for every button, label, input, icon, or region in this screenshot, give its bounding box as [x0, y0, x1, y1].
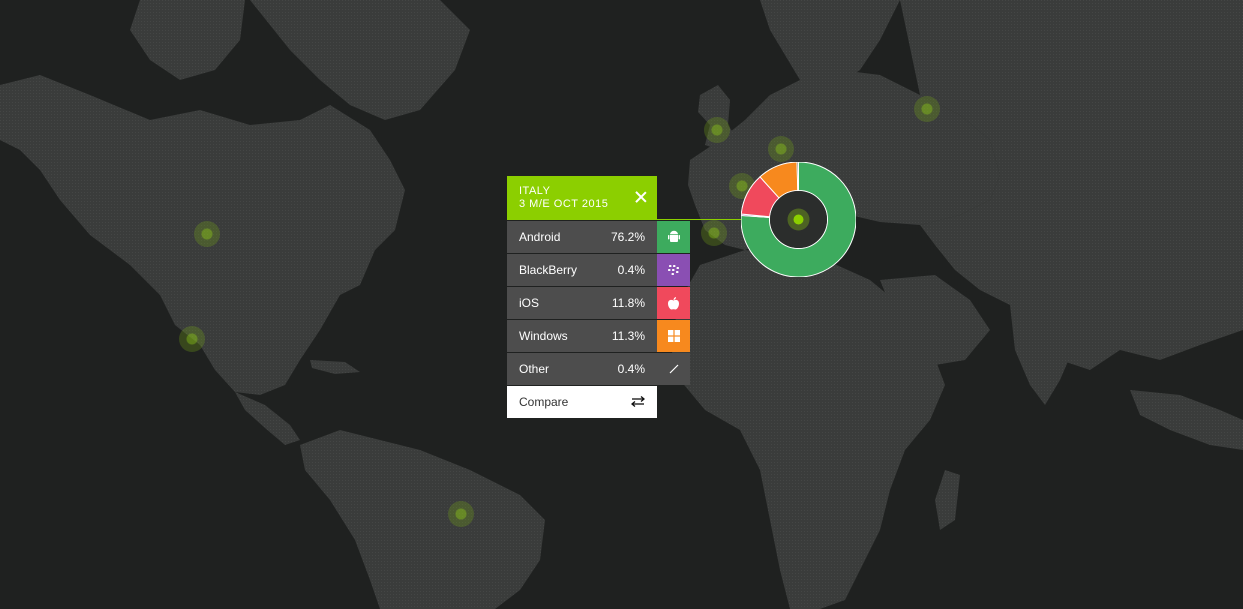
os-row-ios[interactable]: iOS 11.8% [507, 287, 690, 319]
windows-icon [657, 320, 690, 352]
country-marker[interactable] [179, 326, 205, 352]
os-row-cell[interactable]: Other 0.4% [507, 353, 657, 385]
os-label: Other [519, 362, 550, 376]
android-icon [657, 221, 690, 253]
donut-slice-other [796, 162, 799, 192]
scandinavia-land [760, 0, 900, 90]
os-row-cell[interactable]: Windows 11.3% [507, 320, 657, 352]
country-info-panel: ITALY 3 M/E OCT 2015 Android 76.2% Black… [507, 176, 690, 418]
country-marker[interactable] [448, 501, 474, 527]
os-label: Android [519, 230, 561, 244]
os-row-android[interactable]: Android 76.2% [507, 221, 690, 253]
os-row-cell[interactable]: Android 76.2% [507, 221, 657, 253]
compare-button[interactable]: Compare [507, 386, 657, 418]
country-marker[interactable] [701, 220, 727, 246]
caribbean-islands-land [310, 360, 360, 374]
selected-country-marker[interactable] [793, 214, 804, 225]
country-marker[interactable] [194, 221, 220, 247]
os-share-value: 11.8% [611, 296, 645, 310]
south-america-land [300, 430, 545, 609]
market-share-donut [741, 162, 856, 277]
connector-line [657, 219, 798, 220]
africa-land [670, 250, 945, 609]
os-share-value: 76.2% [610, 230, 645, 244]
os-row-other[interactable]: Other 0.4% [507, 353, 690, 385]
country-marker[interactable] [768, 136, 794, 162]
apple-icon [657, 287, 690, 319]
os-row-cell[interactable]: BlackBerry 0.4% [507, 254, 657, 286]
compare-label: Compare [519, 395, 569, 409]
arctic-islands-land [130, 0, 245, 80]
country-marker[interactable] [704, 117, 730, 143]
os-row-cell[interactable]: iOS 11.8% [507, 287, 657, 319]
swap-arrows-icon [630, 394, 646, 410]
period-label: 3 M/E OCT 2015 [519, 198, 609, 210]
panel-header: ITALY 3 M/E OCT 2015 [507, 176, 657, 220]
os-row-blackberry[interactable]: BlackBerry 0.4% [507, 254, 690, 286]
greenland-land [250, 0, 470, 120]
os-share-value: 0.4% [617, 362, 645, 376]
os-label: BlackBerry [519, 263, 578, 277]
os-label: Windows [519, 329, 568, 343]
os-label: iOS [519, 296, 540, 310]
os-row-windows[interactable]: Windows 11.3% [507, 320, 690, 352]
southeast-asia-islands-land [1130, 390, 1243, 450]
central-america-land [235, 392, 300, 445]
os-share-value: 11.3% [611, 329, 645, 343]
country-marker[interactable] [914, 96, 940, 122]
donut-slice-android [741, 162, 856, 277]
india-land [1010, 305, 1075, 405]
other-icon [657, 353, 690, 385]
close-icon[interactable] [635, 191, 647, 203]
arabia-land [880, 275, 990, 365]
blackberry-icon [657, 254, 690, 286]
madagascar-land [935, 470, 960, 530]
country-name: ITALY [519, 185, 551, 197]
asia-land [900, 0, 1243, 370]
os-share-value: 0.4% [617, 263, 645, 277]
